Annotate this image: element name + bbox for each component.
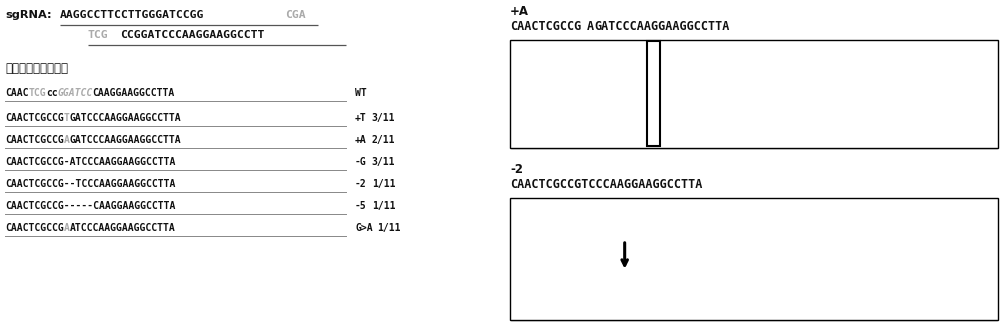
Text: A: A — [587, 20, 594, 33]
Text: CAACTCGCCG: CAACTCGCCG — [510, 20, 581, 33]
Text: cc: cc — [46, 88, 58, 98]
Text: A: A — [64, 135, 69, 145]
Text: +T: +T — [355, 113, 367, 123]
Text: CAACTCGCCG: CAACTCGCCG — [5, 113, 64, 123]
Text: -2: -2 — [510, 163, 523, 176]
Text: CAAC: CAAC — [5, 88, 28, 98]
Text: T: T — [64, 113, 69, 123]
Text: 3/11: 3/11 — [372, 157, 395, 167]
Text: 突变类型及其比例：: 突变类型及其比例： — [5, 62, 68, 75]
Text: TCG: TCG — [88, 30, 109, 40]
Text: WT: WT — [355, 88, 367, 98]
Text: CAAGGAAGGCCTTA: CAAGGAAGGCCTTA — [93, 88, 175, 98]
Text: 3/11: 3/11 — [372, 113, 395, 123]
Text: A: A — [64, 223, 69, 233]
Text: CAACTCGCCGTCCCAAGGAAGGCCTTA: CAACTCGCCGTCCCAAGGAAGGCCTTA — [510, 178, 702, 191]
Text: CAACTCGCCG-ATCCCAAGGAAGGCCTTA: CAACTCGCCG-ATCCCAAGGAAGGCCTTA — [5, 157, 175, 167]
Text: CCGGATCCCAAGGAAGGCCTT: CCGGATCCCAAGGAAGGCCTT — [120, 30, 264, 40]
Text: 1/11: 1/11 — [372, 179, 395, 189]
Bar — [510, 198, 998, 320]
Text: 2/11: 2/11 — [372, 135, 395, 145]
Text: CAACTCGCCG: CAACTCGCCG — [5, 223, 64, 233]
Text: AAGGCCTTCCTTGGGATCCGG: AAGGCCTTCCTTGGGATCCGG — [60, 10, 204, 20]
Text: CAACTCGCCG-----CAAGGAAGGCCTTA: CAACTCGCCG-----CAAGGAAGGCCTTA — [5, 201, 175, 211]
Text: GATCCCAAGGAAGGCCTTA: GATCCCAAGGAAGGCCTTA — [595, 20, 730, 33]
Text: G>A: G>A — [355, 223, 373, 233]
Text: sgRNA:: sgRNA: — [5, 10, 52, 20]
Text: 1/11: 1/11 — [378, 223, 401, 233]
Text: TCG: TCG — [28, 88, 46, 98]
Text: CGA: CGA — [285, 10, 306, 20]
Text: CAACTCGCCG--TCCCAAGGAAGGCCTTA: CAACTCGCCG--TCCCAAGGAAGGCCTTA — [5, 179, 175, 189]
Text: -G: -G — [355, 157, 367, 167]
Text: CAACTCGCCG: CAACTCGCCG — [5, 135, 64, 145]
Bar — [647, 41, 660, 146]
Text: -2: -2 — [355, 179, 367, 189]
Text: GATCCCAAGGAAGGCCTTA: GATCCCAAGGAAGGCCTTA — [69, 113, 181, 123]
Text: GGATCC: GGATCC — [58, 88, 93, 98]
Text: ATCCCAAGGAAGGCCTTA: ATCCCAAGGAAGGCCTTA — [69, 223, 175, 233]
Text: 1/11: 1/11 — [372, 201, 395, 211]
Bar — [510, 40, 998, 148]
Text: -5: -5 — [355, 201, 367, 211]
Text: GATCCCAAGGAAGGCCTTA: GATCCCAAGGAAGGCCTTA — [69, 135, 181, 145]
Text: +A: +A — [355, 135, 367, 145]
Text: +A: +A — [510, 5, 529, 18]
